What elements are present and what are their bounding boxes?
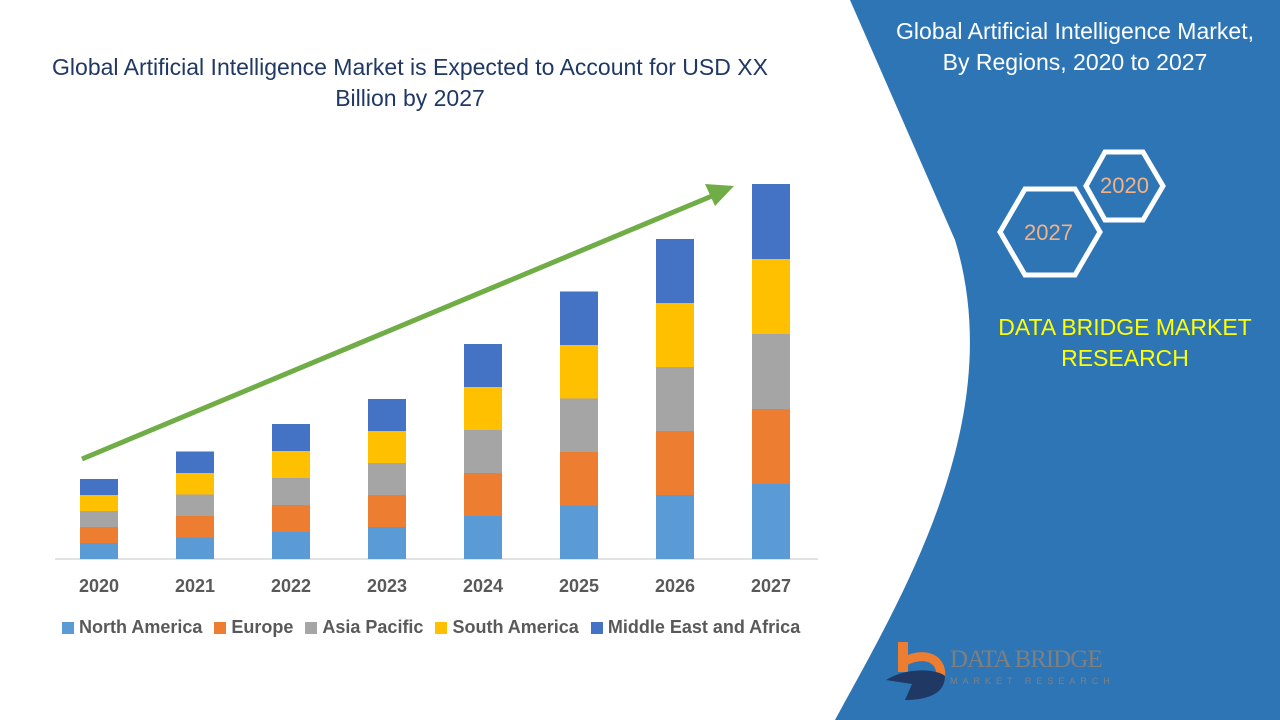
legend-swatch: [590, 621, 603, 634]
bar-segment-2022-europe: [272, 505, 310, 532]
stacked-bar-chart: 2020 2021 2022 2023 2024 2025 2026 2027: [55, 184, 818, 596]
legend-item: North America: [62, 617, 202, 638]
legend-label: Middle East and Africa: [607, 617, 801, 637]
x-tick-label: 2026: [655, 576, 695, 596]
bar-segment-2027-north-america: [752, 484, 790, 559]
bar-segment-2025-middle-east-and-africa: [560, 291, 598, 345]
bar-segment-2023-middle-east-and-africa: [368, 399, 406, 431]
panel-title: Global Artificial Intelligence Market, B…: [896, 18, 1254, 75]
logo-icon: [886, 642, 946, 700]
bar-segment-2020-europe: [80, 527, 118, 543]
legend-swatch: [305, 621, 318, 634]
bar-segment-2025-europe: [560, 452, 598, 506]
x-tick-label: 2020: [79, 576, 119, 596]
bar-segment-2026-north-america: [656, 495, 694, 559]
logo: DATA BRIDGE MARKET RESEARCH: [950, 646, 1115, 686]
legend-swatch: [435, 621, 448, 634]
bar-segment-2024-south-america: [464, 387, 502, 430]
bar-segment-2023-south-america: [368, 431, 406, 463]
bar-segment-2024-middle-east-and-africa: [464, 344, 502, 387]
legend-swatch: [62, 621, 74, 634]
bar-segment-2020-asia-pacific: [80, 511, 118, 527]
legend: North America Europe Asia Pacific South Ame…: [62, 617, 800, 638]
bar-segment-2021-south-america: [176, 473, 214, 495]
trend-arrow-head-icon: [705, 184, 734, 206]
logo-text: DATA BRIDGE: [950, 646, 1103, 673]
legend-label: South America: [452, 617, 579, 637]
bar-segment-2026-europe: [656, 431, 694, 495]
legend-label: North America: [79, 617, 203, 637]
bar-segment-2026-middle-east-and-africa: [656, 239, 694, 303]
bar-segment-2021-middle-east-and-africa: [176, 451, 214, 473]
x-tick-label: 2021: [175, 576, 215, 596]
bar-segment-2027-middle-east-and-africa: [752, 184, 790, 259]
x-tick-label: 2022: [271, 576, 311, 596]
legend-swatch: [214, 621, 227, 634]
bar-segment-2020-south-america: [80, 495, 118, 511]
bar-segment-2022-asia-pacific: [272, 478, 310, 505]
bar-segment-2024-north-america: [464, 516, 502, 559]
bar-segment-2022-south-america: [272, 451, 310, 478]
x-tick-label: 2025: [559, 576, 599, 596]
bar-segment-2023-asia-pacific: [368, 463, 406, 495]
legend-label: Europe: [231, 617, 294, 637]
bar-segment-2024-europe: [464, 473, 502, 516]
bar-segment-2023-north-america: [368, 527, 406, 559]
legend-item: South America: [435, 617, 579, 638]
bar-segment-2027-europe: [752, 409, 790, 484]
bar-segment-2027-asia-pacific: [752, 334, 790, 409]
x-tick-label: 2027: [751, 576, 791, 596]
legend-item: Middle East and Africa: [590, 617, 801, 638]
bar-segment-2020-north-america: [80, 543, 118, 559]
bar-segment-2027-south-america: [752, 259, 790, 334]
trend-arrow-line: [81, 193, 713, 462]
chart-title: Global Artificial Intelligence Market is…: [52, 54, 768, 111]
bar-segment-2026-south-america: [656, 303, 694, 367]
hexagon-2020: [1083, 149, 1166, 223]
bar-segment-2025-south-america: [560, 345, 598, 399]
bar-segment-2021-asia-pacific: [176, 494, 214, 516]
brand-name: DATA BRIDGE MARKET RESEARCH: [998, 314, 1252, 371]
bar-segment-2025-asia-pacific: [560, 398, 598, 452]
bar-segment-2025-north-america: [560, 505, 598, 559]
hex-label-2027: 2027: [1024, 220, 1073, 245]
bar-segment-2021-europe: [176, 516, 214, 538]
bar-segment-2023-europe: [368, 495, 406, 527]
hex-label-2020: 2020: [1100, 173, 1149, 198]
legend-item: Europe: [214, 617, 293, 638]
legend-label: Asia Pacific: [322, 617, 424, 637]
x-tick-label: 2024: [463, 576, 503, 596]
logo-subtext: MARKET RESEARCH: [950, 676, 1115, 686]
hexagon-2027: [997, 186, 1103, 278]
bar-segment-2024-asia-pacific: [464, 430, 502, 473]
bar-segment-2026-asia-pacific: [656, 367, 694, 431]
bar-segment-2022-middle-east-and-africa: [272, 424, 310, 451]
bar-segment-2021-north-america: [176, 537, 214, 559]
x-tick-label: 2023: [367, 576, 407, 596]
legend-item: Asia Pacific: [305, 617, 423, 638]
bar-segment-2022-north-america: [272, 532, 310, 559]
bar-segment-2020-middle-east-and-africa: [80, 479, 118, 495]
